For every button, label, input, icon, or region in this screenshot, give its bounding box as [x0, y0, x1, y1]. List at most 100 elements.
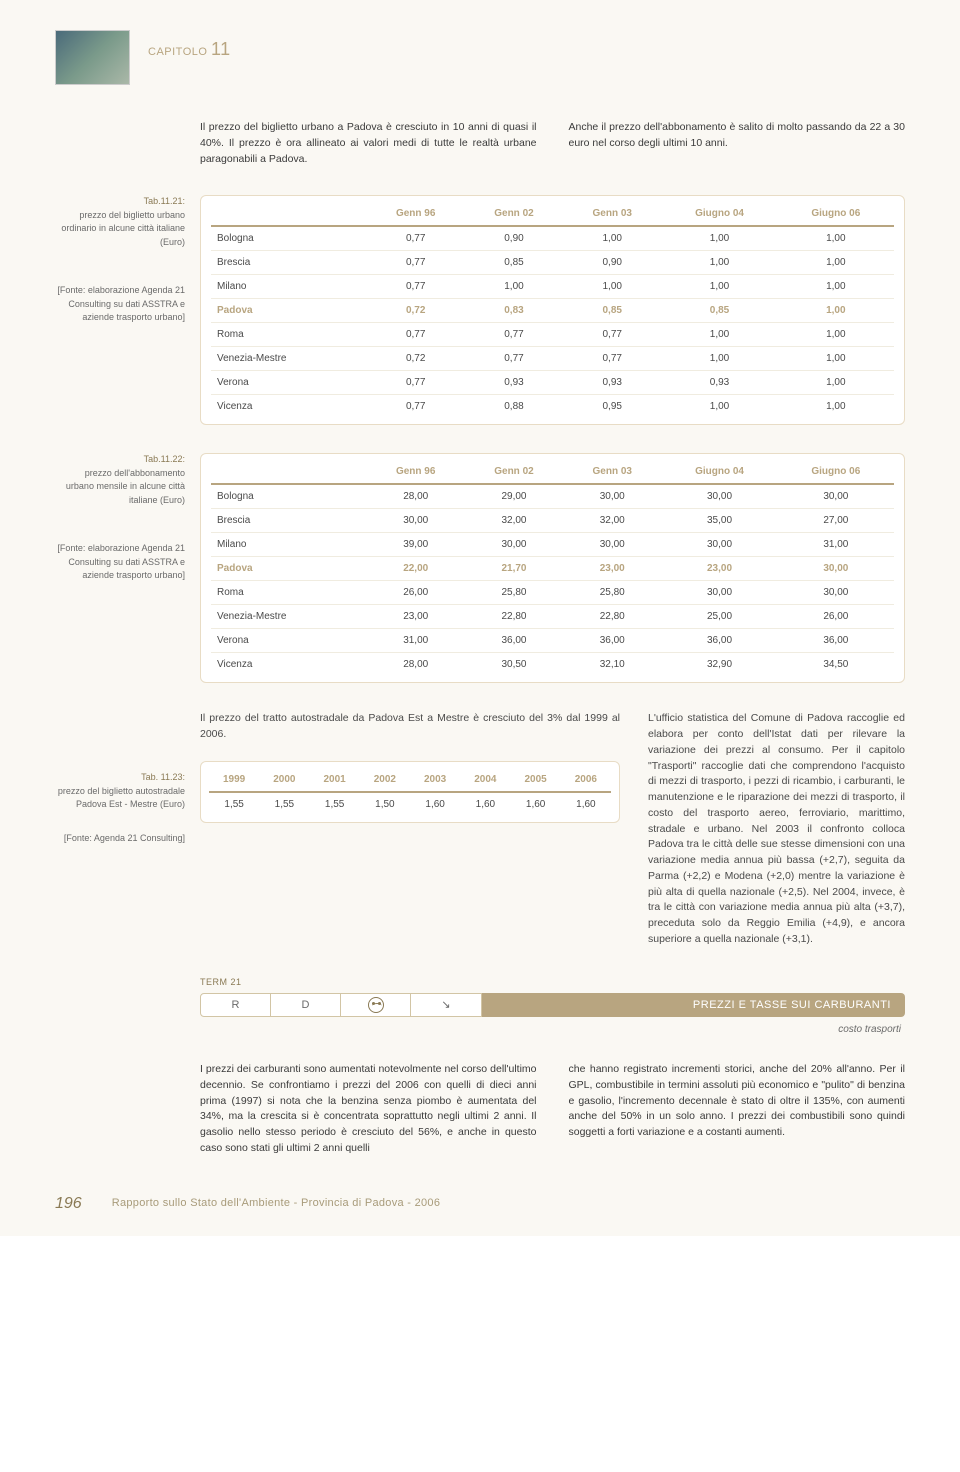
cell: 25,80	[465, 581, 563, 605]
row-label: Roma	[211, 323, 367, 347]
cell: 32,10	[563, 653, 661, 677]
row-label: Brescia	[211, 251, 367, 275]
table-header: Genn 03	[563, 202, 661, 226]
table-row: Milano0,771,001,001,001,00	[211, 275, 894, 299]
cell: 36,00	[778, 629, 894, 653]
cell: 25,80	[563, 581, 661, 605]
cell: 1,00	[778, 395, 894, 419]
cell: 1,00	[661, 226, 777, 251]
cell: 31,00	[367, 629, 465, 653]
cell: 0,85	[465, 251, 563, 275]
cell: 0,72	[367, 299, 465, 323]
cell: 23,00	[661, 557, 777, 581]
cell: 1,00	[778, 371, 894, 395]
table-22-section: Tab.11.22: prezzo dell'abbonamento urban…	[55, 453, 905, 683]
chapter-thumbnail	[55, 30, 130, 85]
table-23-source: [Fonte: Agenda 21 Consulting]	[55, 832, 185, 846]
table-row: Roma0,770,770,771,001,00	[211, 323, 894, 347]
cell: 28,00	[367, 653, 465, 677]
table-header: 2004	[460, 768, 510, 792]
cell: 23,00	[563, 557, 661, 581]
table-21-title: Tab.11.21:	[55, 195, 185, 209]
cell: 26,00	[778, 605, 894, 629]
table-row: Verona0,770,930,930,931,00	[211, 371, 894, 395]
table-22: Genn 96Genn 02Genn 03Giugno 04Giugno 06 …	[211, 460, 894, 676]
table-23-title: Tab. 11.23:	[55, 771, 185, 785]
cell: 1,00	[465, 275, 563, 299]
row-label: Bologna	[211, 226, 367, 251]
cell: 1,00	[661, 347, 777, 371]
sad-face-icon	[368, 997, 384, 1013]
table-header: Giugno 04	[661, 460, 777, 484]
row-label: Verona	[211, 371, 367, 395]
bottom-left: I prezzi dei carburanti sono aumentati n…	[200, 1062, 537, 1157]
cell: 32,00	[563, 509, 661, 533]
cell: 1,60	[561, 792, 611, 816]
table-header: Giugno 06	[778, 460, 894, 484]
cell: 34,50	[778, 653, 894, 677]
table-22-desc: prezzo dell'abbonamento urbano mensile i…	[55, 467, 185, 508]
table-21-section: Tab.11.21: prezzo del biglietto urbano o…	[55, 195, 905, 425]
cell: 1,00	[661, 323, 777, 347]
cell: 30,00	[367, 509, 465, 533]
term-cell: R	[201, 994, 271, 1016]
cell: 28,00	[367, 484, 465, 509]
cell: 30,00	[778, 557, 894, 581]
cell: 1,00	[563, 226, 661, 251]
cell: 0,88	[465, 395, 563, 419]
table-header: 2002	[360, 768, 410, 792]
cell: 36,00	[661, 629, 777, 653]
cell: 22,00	[367, 557, 465, 581]
page-header: CAPITOLO 11	[55, 30, 905, 85]
cell: 1,60	[511, 792, 561, 816]
table-row: Brescia0,770,850,901,001,00	[211, 251, 894, 275]
cell: 30,00	[661, 533, 777, 557]
table-23-paragraph: L'ufficio statistica del Comune di Padov…	[620, 711, 905, 947]
term-box: TERM 21 RD↘ PREZZI E TASSE SUI CARBURANT…	[200, 976, 905, 1038]
cell: 0,83	[465, 299, 563, 323]
cell: 1,00	[778, 299, 894, 323]
cell: 0,90	[465, 226, 563, 251]
table-22-title: Tab.11.22:	[55, 453, 185, 467]
cell: 1,55	[209, 792, 259, 816]
cell: 0,77	[465, 323, 563, 347]
cell: 1,00	[661, 275, 777, 299]
cell: 0,95	[563, 395, 661, 419]
row-label: Brescia	[211, 509, 367, 533]
cell: 32,90	[661, 653, 777, 677]
table-row: Venezia-Mestre23,0022,8022,8025,0026,00	[211, 605, 894, 629]
cell: 1,00	[563, 275, 661, 299]
table-23-label: Tab. 11.23: prezzo del biglietto autostr…	[55, 711, 200, 947]
cell: 30,00	[661, 484, 777, 509]
cell: 1,00	[661, 395, 777, 419]
row-label: Bologna	[211, 484, 367, 509]
cell: 32,00	[465, 509, 563, 533]
bottom-right: che hanno registrato incrementi storici,…	[569, 1062, 906, 1157]
row-label: Venezia-Mestre	[211, 347, 367, 371]
cell: 30,00	[661, 581, 777, 605]
row-label: Padova	[211, 299, 367, 323]
cell: 0,77	[367, 251, 465, 275]
table-header: Genn 96	[367, 460, 465, 484]
cell: 0,72	[367, 347, 465, 371]
cell: 35,00	[661, 509, 777, 533]
term-subtitle: costo trasporti	[200, 1022, 905, 1037]
row-label: Vicenza	[211, 395, 367, 419]
cell: 0,93	[563, 371, 661, 395]
table-header: 2003	[410, 768, 460, 792]
row-label: Milano	[211, 533, 367, 557]
cell: 0,93	[661, 371, 777, 395]
chapter-number: 11	[211, 39, 231, 59]
cell: 36,00	[563, 629, 661, 653]
cell: 30,00	[778, 581, 894, 605]
chapter-prefix: CAPITOLO	[148, 46, 211, 58]
table-23-section: Tab. 11.23: prezzo del biglietto autostr…	[55, 711, 905, 947]
table-23: 19992000200120022003200420052006 1,551,5…	[209, 768, 611, 816]
cell: 1,00	[778, 226, 894, 251]
table-row: Padova0,720,830,850,851,00	[211, 299, 894, 323]
term-label: TERM 21	[200, 976, 905, 990]
cell: 22,80	[465, 605, 563, 629]
table-header: 2000	[259, 768, 309, 792]
row-label: Vicenza	[211, 653, 367, 677]
cell: 0,77	[367, 395, 465, 419]
